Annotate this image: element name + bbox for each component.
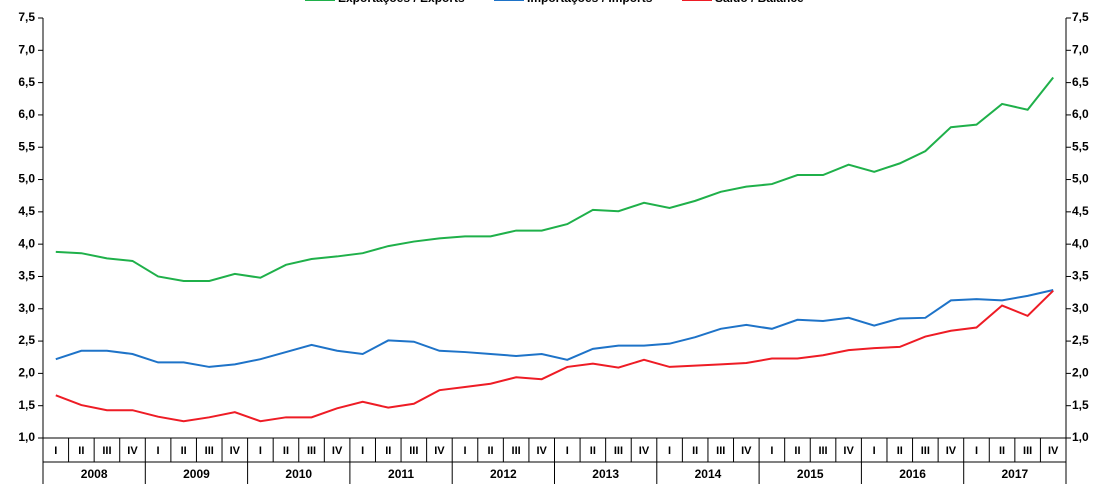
y2-tick-label: 7,0 xyxy=(1072,42,1089,56)
year-label: 2016 xyxy=(899,467,926,481)
y2-tick-label: 3,0 xyxy=(1072,301,1089,315)
x-tick-label: IV xyxy=(946,445,957,457)
x-tick-label: III xyxy=(716,445,725,457)
x-tick-label: I xyxy=(770,445,773,457)
year-label: 2011 xyxy=(388,467,414,481)
x-tick-label: III xyxy=(512,445,521,457)
y-tick-label: 4,0 xyxy=(18,236,35,250)
series-line xyxy=(55,76,1054,282)
x-tick-label: I xyxy=(361,445,364,457)
x-tick-label: III xyxy=(818,445,827,457)
x-tick-label: III xyxy=(205,445,214,457)
x-tick-label: IV xyxy=(843,445,854,457)
y-tick-label: 2,5 xyxy=(18,333,35,347)
y2-tick-label: 1,5 xyxy=(1072,398,1089,412)
legend-label: Saldo / Balance xyxy=(715,0,804,5)
year-label: 2015 xyxy=(797,467,824,481)
y-tick-label: 3,0 xyxy=(18,301,35,315)
y-tick-label: 7,5 xyxy=(18,10,35,24)
y2-tick-label: 5,0 xyxy=(1072,172,1089,186)
year-label: 2008 xyxy=(81,467,108,481)
x-tick-label: I xyxy=(54,445,57,457)
y-tick-label: 4,5 xyxy=(18,204,35,218)
y2-tick-label: 2,0 xyxy=(1072,366,1089,380)
y-tick-label: 1,5 xyxy=(18,398,35,412)
y2-tick-label: 6,5 xyxy=(1072,75,1089,89)
y2-tick-label: 2,5 xyxy=(1072,333,1089,347)
x-tick-label: I xyxy=(259,445,262,457)
x-tick-label: IV xyxy=(1048,445,1059,457)
year-label: 2009 xyxy=(183,467,210,481)
x-tick-label: III xyxy=(1023,445,1032,457)
y2-tick-label: 4,0 xyxy=(1072,236,1089,250)
y-tick-label: 6,5 xyxy=(18,75,35,89)
x-tick-label: II xyxy=(283,445,289,457)
series-line xyxy=(55,289,1054,368)
x-tick-label: III xyxy=(102,445,111,457)
year-label: 2012 xyxy=(490,467,517,481)
x-tick-label: IV xyxy=(230,445,241,457)
x-tick-label: I xyxy=(157,445,160,457)
x-tick-label: II xyxy=(181,445,187,457)
legend-label: Exportações / Exports xyxy=(338,0,465,5)
x-tick-label: I xyxy=(566,445,569,457)
y2-tick-label: 6,0 xyxy=(1072,107,1089,121)
x-tick-label: II xyxy=(897,445,903,457)
y-tick-label: 3,5 xyxy=(18,269,35,283)
year-label: 2014 xyxy=(695,467,722,481)
y-tick-label: 5,0 xyxy=(18,172,35,186)
x-tick-label: III xyxy=(307,445,316,457)
x-tick-label: I xyxy=(463,445,466,457)
x-tick-label: II xyxy=(488,445,494,457)
y-tick-label: 6,0 xyxy=(18,107,35,121)
x-tick-label: III xyxy=(614,445,623,457)
x-tick-label: IV xyxy=(537,445,548,457)
legend-label: Importações / Imports xyxy=(527,0,653,5)
series-line xyxy=(55,289,1054,423)
x-tick-label: I xyxy=(975,445,978,457)
x-tick-label: II xyxy=(385,445,391,457)
x-tick-label: II xyxy=(78,445,84,457)
y2-tick-label: 4,5 xyxy=(1072,204,1089,218)
x-tick-label: I xyxy=(668,445,671,457)
x-tick-label: I xyxy=(873,445,876,457)
x-tick-label: II xyxy=(999,445,1005,457)
y2-tick-label: 5,5 xyxy=(1072,139,1089,153)
x-tick-label: II xyxy=(692,445,698,457)
x-tick-label: IV xyxy=(332,445,343,457)
y-tick-label: 7,0 xyxy=(18,42,35,56)
x-tick-label: IV xyxy=(639,445,650,457)
y2-tick-label: 3,5 xyxy=(1072,269,1089,283)
year-label: 2010 xyxy=(285,467,312,481)
y-tick-label: 2,0 xyxy=(18,366,35,380)
x-tick-label: IV xyxy=(741,445,752,457)
x-tick-label: II xyxy=(794,445,800,457)
x-tick-label: III xyxy=(921,445,930,457)
y-tick-label: 1,0 xyxy=(18,430,35,444)
x-tick-label: III xyxy=(409,445,418,457)
x-tick-label: IV xyxy=(434,445,445,457)
x-tick-label: IV xyxy=(127,445,138,457)
year-label: 2017 xyxy=(1001,467,1028,481)
y2-tick-label: 7,5 xyxy=(1072,10,1089,24)
y2-tick-label: 1,0 xyxy=(1072,430,1089,444)
y-tick-label: 5,5 xyxy=(18,139,35,153)
year-label: 2013 xyxy=(592,467,619,481)
x-tick-label: II xyxy=(590,445,596,457)
